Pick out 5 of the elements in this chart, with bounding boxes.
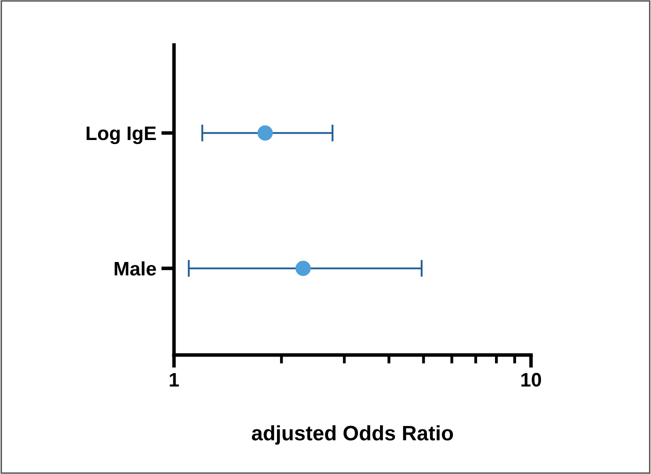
x-axis-title: adjusted Odds Ratio [252, 425, 453, 445]
x-tick-label: 10 [521, 372, 542, 387]
x-tick-label: 1 [170, 373, 179, 386]
y-tick-label: Male [114, 261, 156, 276]
y-tick-label: Log IgE [86, 126, 156, 144]
